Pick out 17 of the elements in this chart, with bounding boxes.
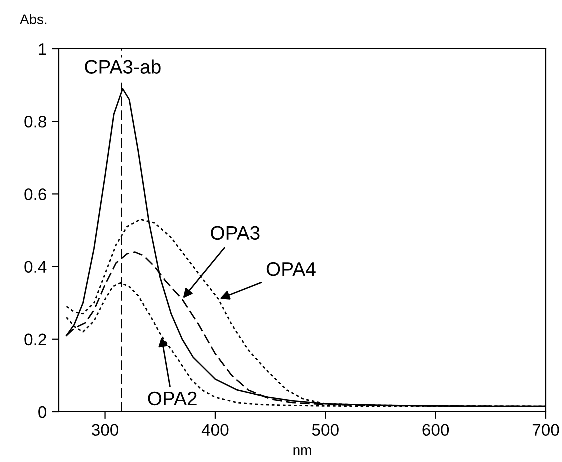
x-tick-label: 600 <box>422 424 450 436</box>
y-tick-label: 0 <box>38 406 47 418</box>
annotation: CPA3-ab <box>85 60 161 74</box>
annotation: OPA2 <box>148 392 197 406</box>
annotation: OPA4 <box>266 262 316 276</box>
x-tick-label: 700 <box>532 424 560 436</box>
x-axis-title: nm <box>294 447 312 455</box>
y-tick-label: 0.6 <box>24 188 46 200</box>
x-tick-label: 500 <box>312 424 339 436</box>
x-tick-label: 300 <box>92 424 119 436</box>
annotation: OPA3 <box>211 226 260 240</box>
y-tick-label: 1 <box>39 44 46 56</box>
x-tick-label: 400 <box>202 424 229 436</box>
y-axis-title: Abs. <box>20 14 47 24</box>
y-tick-label: 0.4 <box>24 261 47 274</box>
y-tick-label: 0.2 <box>24 334 46 346</box>
y-tick-label: 0.8 <box>24 116 46 128</box>
